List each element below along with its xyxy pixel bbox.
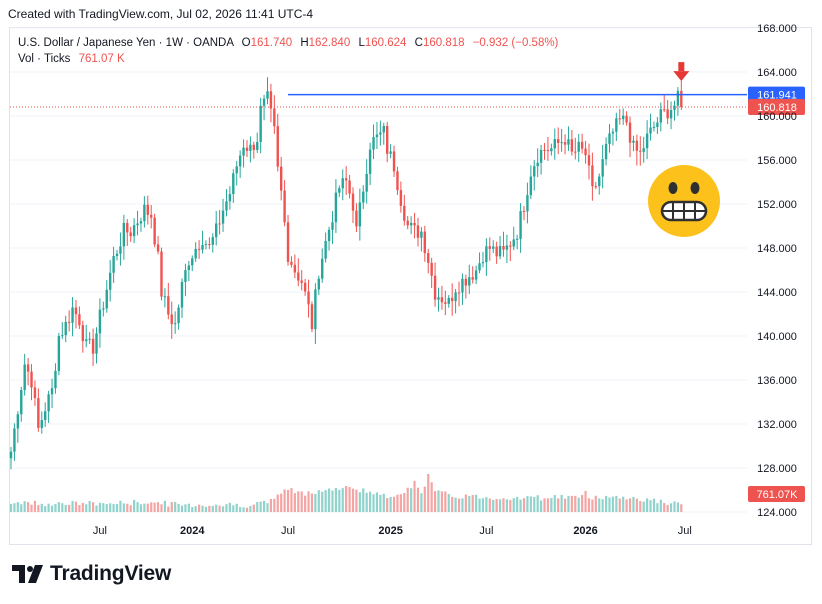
created-with-text: Created with TradingView.com, Jul 02, 20…	[8, 7, 314, 21]
close-label: C	[414, 37, 423, 49]
tradingview-logo[interactable]: TradingView	[12, 562, 171, 586]
volume-legend: Vol · Ticks 761.07 K	[18, 53, 125, 65]
low-label: L	[358, 37, 365, 49]
open-label: O	[241, 37, 251, 49]
low-value: 160.624	[364, 37, 407, 49]
tradingview-logo-icon	[12, 565, 43, 583]
tradingview-logo-text: TradingView	[50, 562, 172, 585]
chart-frame[interactable]	[9, 27, 812, 545]
ohlc-legend: U.S. Dollar / Japanese Yen · 1W · OANDA …	[18, 37, 558, 49]
open-value: 161.740	[250, 37, 293, 49]
symbol-label[interactable]: U.S. Dollar / Japanese Yen · 1W · OANDA	[18, 37, 234, 49]
change-value: −0.932 (−0.58%)	[472, 37, 559, 49]
high-value: 162.840	[308, 37, 351, 49]
volume-label[interactable]: Vol · Ticks	[18, 53, 71, 65]
volume-value: 761.07 K	[78, 53, 125, 65]
close-value: 160.818	[422, 37, 465, 49]
high-label: H	[300, 37, 309, 49]
